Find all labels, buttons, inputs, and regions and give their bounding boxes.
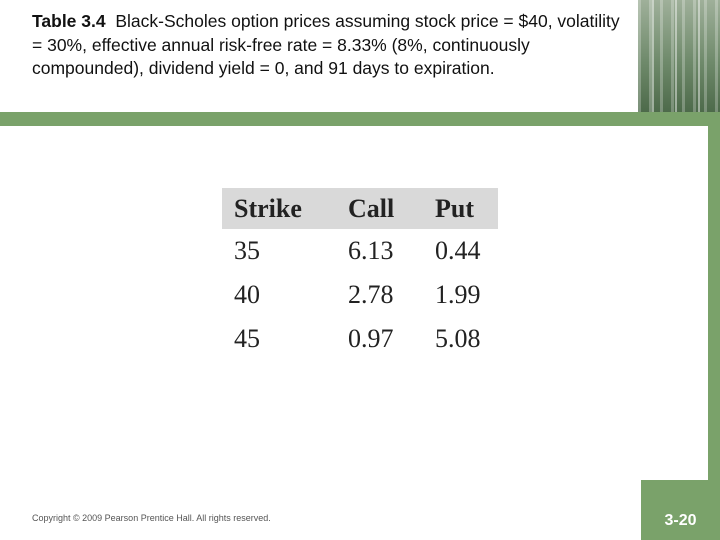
table-caption: Black-Scholes option prices assuming sto… [32,11,620,78]
cell-strike: 35 [234,236,260,265]
slide-number-badge: 3-20 [641,480,720,540]
accent-bar-vertical [708,126,720,480]
cell-strike: 45 [234,324,260,353]
table-row: 35 6.13 0.44 [222,229,498,273]
cell-call: 6.13 [348,236,394,265]
slide-number: 3-20 [664,512,697,529]
header-strike: Strike [222,188,336,229]
header-call: Call [336,188,423,229]
cell-put: 5.08 [435,324,481,353]
cell-put: 1.99 [435,280,481,309]
cell-call: 2.78 [348,280,394,309]
cell-strike: 40 [234,280,260,309]
table-header-row: Strike Call Put [222,188,498,229]
cell-call: 0.97 [348,324,394,353]
table-row: 45 0.97 5.08 [222,317,498,361]
table-label: Table 3.4 [32,11,106,31]
cell-put: 0.44 [435,236,481,265]
table-row: 40 2.78 1.99 [222,273,498,317]
slide-title: Table 3.4 Black-Scholes option prices as… [32,10,622,81]
option-price-table: Strike Call Put 35 6.13 0.44 40 2.78 1.9… [222,188,498,361]
corner-photo [638,0,720,112]
header-put: Put [423,188,498,229]
accent-bar-horizontal [0,112,720,126]
copyright-notice: Copyright © 2009 Pearson Prentice Hall. … [32,513,271,523]
